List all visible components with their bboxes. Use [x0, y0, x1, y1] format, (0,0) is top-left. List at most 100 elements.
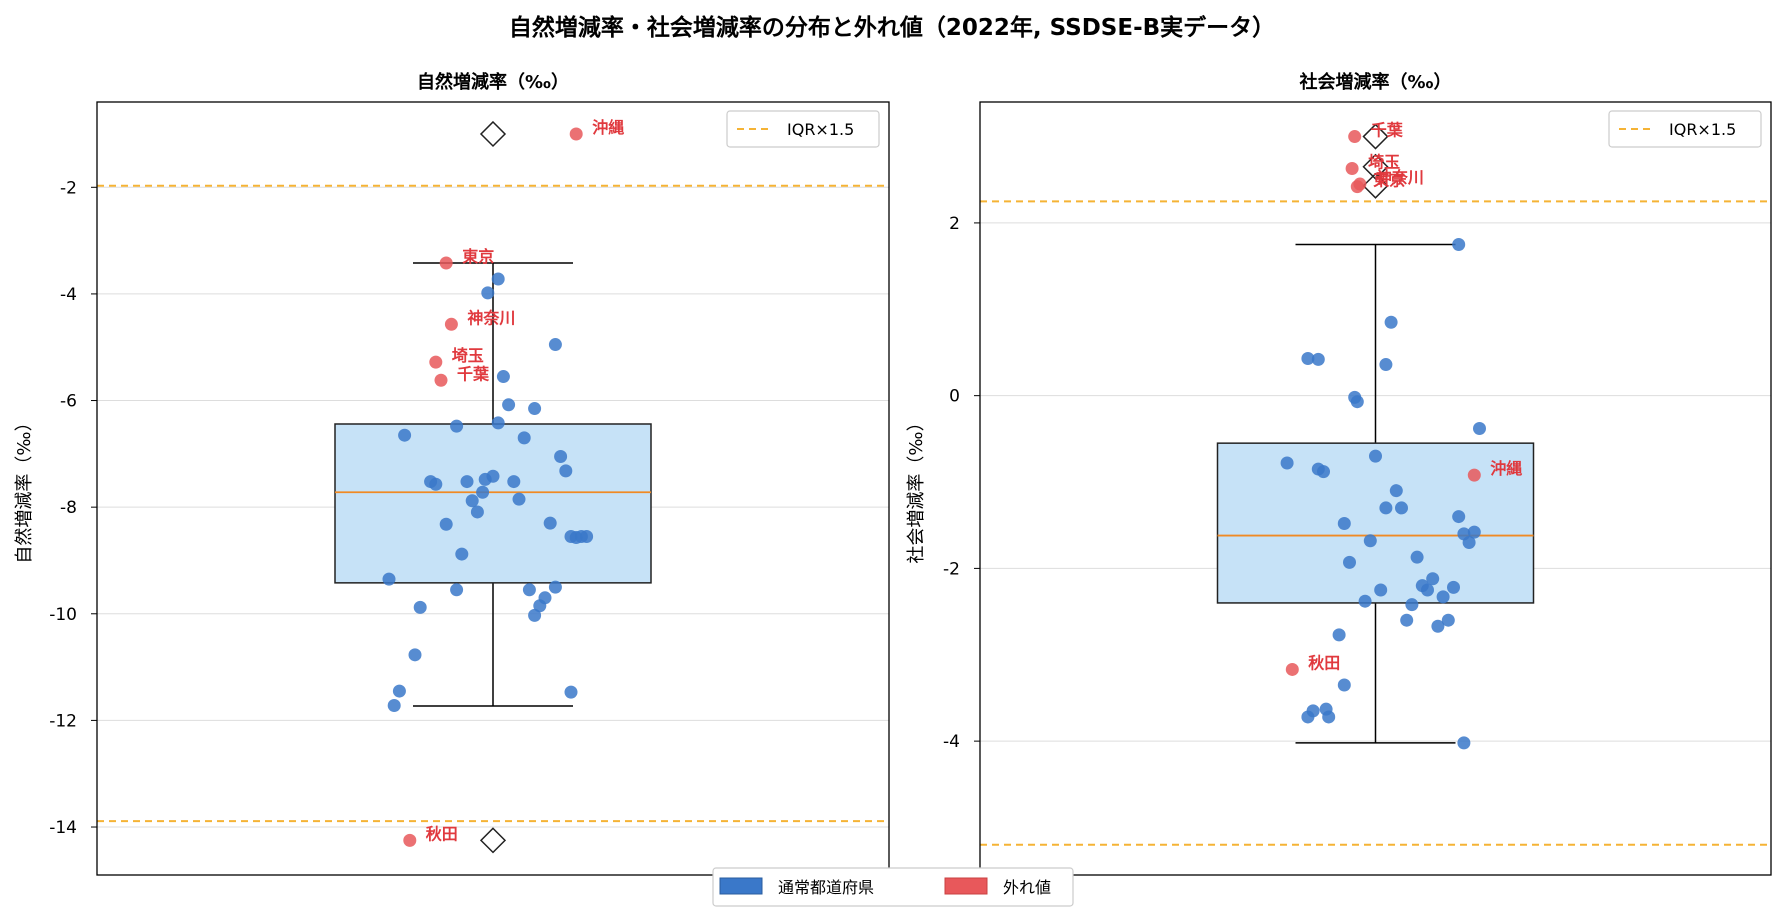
- y-tick-label: 0: [949, 387, 960, 407]
- data-point: [559, 464, 573, 478]
- flier-marker: [479, 827, 507, 854]
- outlier-point: [439, 256, 453, 270]
- outlier-point: [434, 373, 448, 387]
- y-tick-label: 2: [949, 214, 960, 234]
- data-point: [1301, 352, 1315, 366]
- data-point: [1436, 590, 1450, 604]
- data-point: [481, 286, 495, 300]
- data-point: [502, 398, 516, 412]
- data-point: [1473, 421, 1486, 435]
- data-point: [1280, 456, 1294, 470]
- data-point: [1426, 572, 1440, 586]
- outlier-label: 埼玉: [452, 346, 484, 365]
- outlier-label: 沖縄: [1490, 459, 1522, 478]
- outlier-label: 埼玉: [1368, 153, 1400, 172]
- y-tick-label: -4: [943, 732, 960, 752]
- y-tick-label: -2: [60, 178, 77, 198]
- data-point: [1343, 555, 1356, 569]
- y-tick-label: -14: [49, 818, 77, 838]
- data-point: [548, 580, 562, 594]
- outlier-label: 神奈川: [1376, 168, 1424, 187]
- legend-outlier-swatch: [944, 877, 988, 895]
- iqr-box: [334, 423, 652, 584]
- outlier-point: [444, 317, 458, 331]
- data-point: [543, 516, 557, 530]
- data-point: [450, 583, 464, 597]
- data-point: [1410, 550, 1424, 564]
- legend-outlier-label: 外れ値: [1003, 878, 1051, 897]
- data-point: [387, 698, 401, 712]
- data-point: [486, 469, 500, 483]
- data-point: [1301, 710, 1315, 724]
- data-point: [580, 529, 594, 543]
- panel-title: 自然増減率（‰）: [417, 71, 569, 93]
- fence-legend-frame: [1608, 110, 1762, 148]
- data-point: [398, 428, 412, 442]
- data-point: [429, 477, 443, 491]
- data-point: [1384, 315, 1398, 329]
- data-point: [465, 494, 479, 508]
- data-point: [528, 608, 542, 622]
- y-axis-label: 社会増減率（‰）: [906, 413, 927, 563]
- data-point: [1431, 619, 1445, 633]
- data-point: [528, 402, 542, 416]
- fence-legend-frame: [726, 110, 880, 148]
- fence-legend-label: IQR×1.5: [1669, 120, 1736, 139]
- iqr-box: [1216, 442, 1535, 604]
- data-point: [1379, 358, 1393, 372]
- data-point: [1462, 535, 1476, 549]
- data-point: [1395, 501, 1408, 515]
- data-point: [1332, 628, 1346, 642]
- outlier-label: 神奈川: [467, 308, 515, 327]
- data-point: [1452, 238, 1466, 252]
- panel-title: 社会増減率（‰）: [1300, 71, 1452, 93]
- data-point: [1452, 510, 1466, 524]
- data-point: [1358, 594, 1372, 608]
- data-point: [1337, 678, 1351, 692]
- data-point: [507, 475, 521, 489]
- data-point: [512, 492, 526, 506]
- data-point: [408, 648, 422, 662]
- flier-marker: [479, 120, 507, 148]
- flier-marker: [1362, 153, 1389, 180]
- data-point: [1405, 598, 1419, 612]
- y-tick-label: -4: [60, 285, 77, 305]
- figure-title: 自然増減率・社会増減率の分布と外れ値（2022年, SSDSE-B実データ）: [509, 14, 1275, 41]
- outlier-point: [1345, 162, 1359, 176]
- data-point: [1467, 525, 1481, 539]
- outlier-label: 千葉: [457, 364, 490, 383]
- data-point: [450, 419, 464, 433]
- data-point: [439, 517, 453, 531]
- y-tick-label: -8: [60, 498, 77, 518]
- legend-normal-label: 通常都道府県: [778, 878, 874, 897]
- data-point: [1400, 613, 1414, 627]
- data-point: [413, 600, 427, 614]
- y-tick-label: -12: [49, 711, 77, 731]
- flier-marker: [1362, 123, 1389, 150]
- outlier-point: [429, 355, 443, 369]
- y-tick-label: -6: [60, 392, 77, 412]
- outlier-label: 秋田: [1308, 653, 1340, 672]
- data-point: [460, 475, 474, 489]
- outlier-point: [403, 833, 417, 847]
- data-point: [1317, 465, 1330, 479]
- data-point: [1369, 449, 1382, 463]
- data-point: [1421, 583, 1434, 597]
- data-point: [1374, 583, 1388, 597]
- plot-frame: [979, 101, 1772, 876]
- data-point: [496, 370, 510, 384]
- outlier-point: [1348, 130, 1362, 144]
- data-point: [548, 338, 562, 352]
- data-point: [1389, 484, 1403, 498]
- data-point: [470, 505, 484, 519]
- data-point: [1311, 352, 1325, 366]
- data-point: [538, 591, 552, 605]
- data-point: [554, 450, 568, 464]
- y-axis-label: 自然増減率（‰）: [14, 413, 35, 563]
- outlier-point: [1353, 177, 1367, 191]
- outlier-point: [1285, 662, 1299, 676]
- data-point: [1363, 534, 1377, 548]
- y-tick-label: -2: [943, 559, 960, 579]
